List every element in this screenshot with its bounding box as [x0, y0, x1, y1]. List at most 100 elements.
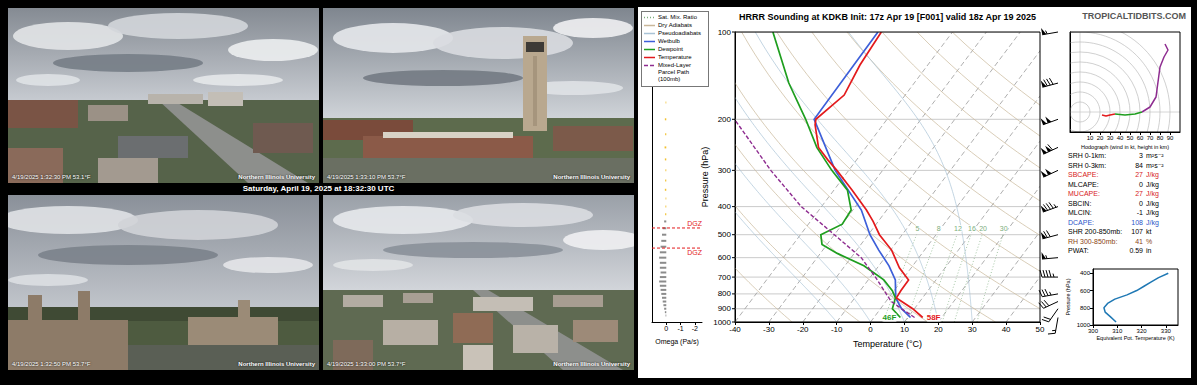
svg-text:58F: 58F	[927, 313, 941, 322]
svg-text:-2: -2	[692, 325, 698, 332]
html-text:TROPICALTIDBITS.COM: TROPICALTIDBITS.COM	[1082, 11, 1186, 21]
html-text:SBCAPE:: SBCAPE:	[1068, 171, 1099, 178]
svg-text:-1: -1	[677, 325, 683, 332]
svg-text:600: 600	[1080, 288, 1091, 294]
html-text:J/kg: J/kg	[1146, 190, 1159, 197]
svg-text:70: 70	[1147, 135, 1154, 141]
svg-text:Pressure (hPa): Pressure (hPa)	[1065, 278, 1071, 315]
html-text:J/kg: J/kg	[1146, 180, 1159, 188]
html-text:SRH 0-3km:: SRH 0-3km:	[1068, 161, 1107, 169]
html-text:Mixed-Layer Parcel Path (100mb: Mixed-Layer Parcel Path (100mb)	[658, 62, 691, 82]
svg-text:400: 400	[1080, 270, 1091, 276]
svg-text:700: 700	[718, 273, 732, 282]
svg-text:300: 300	[1088, 328, 1099, 334]
svg-text:8: 8	[937, 225, 941, 232]
html-text:Wetbulb: Wetbulb	[658, 38, 680, 44]
html-text:Northern Illinois University: Northern Illinois University	[553, 174, 630, 180]
svg-text:-40: -40	[729, 325, 741, 334]
html-text:4/19/2025 1:33:10 PM 53.7°F: 4/19/2025 1:33:10 PM 53.7°F	[327, 174, 406, 180]
svg-text:600: 600	[718, 253, 732, 262]
html-text:41: 41	[1135, 237, 1143, 245]
svg-text:0: 0	[664, 325, 668, 332]
html-text:108: 108	[1131, 218, 1143, 226]
html-text:4/19/2025 1:32:50 PM 53.7°F: 4/19/2025 1:32:50 PM 53.7°F	[12, 361, 91, 367]
svg-text:16: 16	[968, 225, 976, 232]
html-text:HRRR Sounding at KDKB Init: 17: HRRR Sounding at KDKB Init: 17z Apr 19 […	[739, 12, 1036, 22]
html-text:J/kg: J/kg	[1146, 171, 1159, 178]
svg-text:46F: 46F	[883, 313, 897, 322]
svg-text:20: 20	[934, 325, 943, 334]
svg-text:20: 20	[979, 225, 987, 232]
svg-text:80: 80	[1157, 135, 1164, 141]
svg-text:Pressure (hPa): Pressure (hPa)	[700, 147, 710, 208]
svg-text:50: 50	[1036, 325, 1045, 334]
svg-text:40: 40	[1117, 135, 1124, 141]
html-text:Northern Illinois University: Northern Illinois University	[238, 361, 315, 367]
svg-text:200: 200	[718, 115, 732, 124]
html-text:Dry Adiabats: Dry Adiabats	[658, 22, 692, 28]
html-text:m²s⁻²: m²s⁻²	[1146, 152, 1164, 159]
svg-text:90: 90	[1167, 135, 1174, 141]
html-text:MUCAPE:: MUCAPE:	[1068, 190, 1100, 197]
svg-text:10: 10	[1087, 135, 1094, 141]
svg-text:320: 320	[1137, 328, 1148, 334]
svg-text:DGZ: DGZ	[687, 220, 703, 227]
html-text:SHR 200-850mb:: SHR 200-850mb:	[1068, 228, 1123, 235]
svg-text:10: 10	[900, 325, 909, 334]
html-text:SRH 0-1km:: SRH 0-1km:	[1068, 152, 1107, 159]
svg-text:310: 310	[1112, 328, 1123, 334]
html-text:MLCAPE:: MLCAPE:	[1068, 180, 1099, 188]
html-text:Saturday, April 19, 2025 at 18: Saturday, April 19, 2025 at 18:32:30 UTC	[242, 184, 395, 193]
html-text:Northern Illinois University: Northern Illinois University	[238, 174, 315, 180]
html-text:MLCIN:: MLCIN:	[1068, 209, 1092, 216]
html-text:4/19/2025 1:32:30 PM 53.1°F: 4/19/2025 1:32:30 PM 53.1°F	[12, 174, 91, 180]
svg-text:20: 20	[1097, 135, 1104, 141]
svg-text:5: 5	[916, 225, 920, 232]
html-text:107: 107	[1131, 228, 1143, 235]
html-text:27: 27	[1135, 190, 1143, 197]
svg-text:DGZ: DGZ	[687, 249, 703, 256]
svg-text:Equivalent Pot. Temperature (K: Equivalent Pot. Temperature (K)	[1096, 335, 1174, 341]
svg-text:100: 100	[718, 28, 732, 37]
svg-text:Omega (Pa/s): Omega (Pa/s)	[655, 338, 699, 346]
html-text:27: 27	[1135, 171, 1143, 178]
html-text:Northern Illinois University: Northern Illinois University	[553, 361, 630, 367]
svg-text:300: 300	[718, 166, 732, 175]
html-text:DCAPE:: DCAPE:	[1068, 218, 1095, 226]
html-text:J/kg: J/kg	[1146, 209, 1159, 216]
svg-text:30: 30	[1107, 135, 1114, 141]
svg-text:1000: 1000	[1076, 322, 1090, 328]
svg-text:-30: -30	[763, 325, 775, 334]
svg-text:500: 500	[718, 230, 732, 239]
svg-text:12: 12	[954, 225, 962, 232]
html-text:84: 84	[1135, 161, 1143, 169]
html-text:Pseudoadiabats: Pseudoadiabats	[658, 30, 701, 36]
svg-text:400: 400	[718, 202, 732, 211]
html-text:SBCIN:: SBCIN:	[1068, 199, 1092, 207]
svg-text:Temperature (°C): Temperature (°C)	[853, 339, 922, 349]
html-text:m²s⁻²: m²s⁻²	[1146, 161, 1164, 169]
svg-text:0: 0	[868, 325, 873, 334]
svg-text:-10: -10	[831, 325, 843, 334]
html-text:0.59: 0.59	[1129, 247, 1143, 254]
svg-text:40: 40	[1002, 325, 1011, 334]
html-text:Sat. Mix. Ratio: Sat. Mix. Ratio	[658, 14, 697, 20]
svg-text:800: 800	[718, 289, 732, 298]
svg-text:900: 900	[718, 304, 732, 313]
svg-text:Hodograph (wind in kt, height: Hodograph (wind in kt, height in km)	[1081, 144, 1169, 150]
svg-text:60: 60	[1137, 135, 1144, 141]
svg-text:800: 800	[1080, 305, 1091, 311]
svg-text:30: 30	[1000, 225, 1008, 232]
html-text:4/19/2025 1:33:00 PM 53.7°F: 4/19/2025 1:33:00 PM 53.7°F	[327, 361, 406, 367]
html-text:RH 300-850mb:: RH 300-850mb:	[1068, 237, 1118, 245]
svg-text:1000: 1000	[713, 318, 731, 327]
html-text:J/kg: J/kg	[1146, 218, 1159, 226]
html-text:Dewpoint: Dewpoint	[658, 46, 683, 52]
svg-text:-20: -20	[797, 325, 809, 334]
svg-text:50: 50	[1127, 135, 1134, 141]
svg-text:30: 30	[968, 325, 977, 334]
html-text:PWAT:: PWAT:	[1068, 247, 1089, 254]
svg-text:330: 330	[1161, 328, 1172, 334]
html-text:-1: -1	[1136, 209, 1143, 216]
html-text:J/kg: J/kg	[1146, 199, 1159, 207]
